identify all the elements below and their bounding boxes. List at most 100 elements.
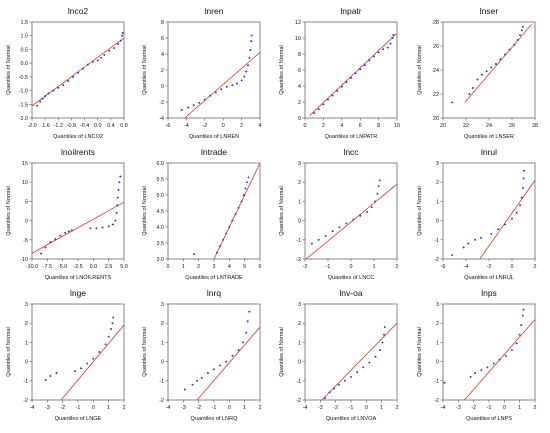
- data-point: [467, 242, 470, 245]
- y-tick-label: -1: [159, 379, 164, 385]
- y-tick-label: 5.0: [157, 193, 165, 199]
- x-tick-label: 2: [534, 264, 537, 270]
- x-tick-label: -1: [212, 405, 217, 411]
- y-tick-label: -1: [434, 238, 439, 244]
- data-point: [386, 46, 389, 49]
- data-point: [345, 222, 348, 225]
- x-tick-label: 2.5: [105, 264, 113, 270]
- data-point: [39, 100, 42, 103]
- data-point: [70, 229, 73, 232]
- plot-frame: [304, 21, 398, 119]
- y-tick-label: 28: [433, 20, 439, 26]
- x-tick-label: -4: [184, 123, 189, 129]
- y-tick-label: 10: [22, 180, 28, 186]
- x-tick-label: 5.0: [120, 264, 128, 270]
- data-point: [104, 343, 107, 346]
- y-tick-label: 15: [22, 161, 28, 167]
- plot-frame: [442, 162, 536, 260]
- data-point: [67, 230, 70, 233]
- panel-title: lnren: [205, 6, 224, 16]
- data-point: [313, 112, 316, 115]
- qq-panel-lnco2: lnco2 -2.0 -1.6 -1.2 -0.8 -0.4 0.0 0.4 0.8 -2.0 -1…: [6, 6, 128, 140]
- reference-line: [60, 324, 124, 400]
- data-point: [474, 238, 477, 241]
- data-point: [72, 75, 75, 78]
- data-point: [389, 42, 392, 45]
- y-axis-label: Quantiles of Normal: [417, 45, 423, 94]
- x-tick-label: 4: [340, 123, 343, 129]
- data-point: [376, 192, 379, 195]
- y-tick-label: 4: [298, 84, 301, 90]
- y-axis-label: Quantiles of Normal: [6, 186, 12, 235]
- data-point: [494, 63, 497, 65]
- y-tick-label: 0: [161, 84, 164, 90]
- y-axis-label: Quantiles of Normal: [142, 186, 148, 235]
- data-point: [383, 333, 385, 336]
- y-tick-label: 8: [161, 20, 164, 26]
- data-point: [191, 383, 194, 386]
- data-point: [54, 238, 57, 240]
- x-tick-label: 3: [213, 264, 216, 270]
- data-point: [377, 185, 380, 187]
- y-tick-label: -2: [434, 398, 439, 404]
- plot-frame: [442, 303, 536, 401]
- x-tick-label: 0.4: [107, 123, 115, 129]
- x-tick-label: 28: [532, 123, 538, 129]
- data-point: [247, 64, 249, 67]
- x-tick-label: -10.0: [26, 264, 38, 270]
- x-tick-label: -4: [303, 405, 308, 411]
- data-point: [110, 328, 112, 330]
- data-point: [62, 84, 65, 87]
- data-point: [521, 314, 524, 317]
- data-point: [250, 34, 253, 37]
- x-tick-label: -0.8: [67, 123, 76, 129]
- data-point: [327, 98, 329, 101]
- y-tick-label: 0: [25, 360, 28, 366]
- y-tick-label: 0.0: [21, 61, 29, 67]
- data-point: [236, 82, 238, 85]
- data-point: [237, 206, 240, 209]
- x-tick-label: -1.6: [40, 123, 49, 129]
- data-point: [480, 369, 483, 372]
- x-axis-label: Quantiles of LNRUL: [464, 275, 514, 281]
- x-tick-label: 2: [396, 405, 399, 411]
- data-point: [451, 254, 454, 257]
- x-tick-label: 10: [394, 123, 400, 129]
- x-tick-label: 6: [359, 123, 362, 129]
- data-point: [333, 387, 336, 390]
- data-point: [111, 322, 114, 325]
- data-point: [310, 242, 313, 245]
- data-point: [520, 196, 523, 199]
- y-tick-label: 8: [298, 52, 301, 58]
- data-point: [200, 376, 203, 379]
- x-axis-label: Quantiles of LNPATR: [325, 134, 378, 140]
- reference-line: [479, 180, 535, 259]
- qq-panel-lncc: lncc -2 -1 0 1 2 -2 -1 0 1 2 3 Quantiles of LNCC Quan…: [279, 147, 399, 281]
- data-point: [515, 211, 518, 214]
- x-tick-label: 22: [463, 123, 469, 129]
- reference-line: [464, 24, 532, 103]
- data-point: [44, 378, 47, 381]
- data-point: [504, 53, 507, 56]
- data-point: [86, 362, 89, 365]
- data-point: [220, 88, 223, 91]
- data-point: [117, 188, 120, 191]
- x-tick-label: -3: [456, 405, 461, 411]
- x-tick-label: 0: [228, 405, 231, 411]
- data-point: [485, 70, 488, 73]
- data-point: [187, 106, 190, 109]
- y-tick-label: -2: [23, 398, 28, 404]
- data-point: [107, 225, 110, 228]
- x-tick-label: -1: [487, 405, 492, 411]
- x-tick-label: -4: [441, 405, 446, 411]
- data-point: [381, 341, 384, 344]
- y-tick-label: 1: [161, 340, 164, 346]
- x-tick-label: -5.0: [58, 264, 67, 270]
- data-point: [213, 368, 215, 371]
- x-axis-label: Quantiles of LNPS: [466, 416, 512, 422]
- y-axis-label: Quantiles of Normal: [279, 45, 285, 94]
- y-tick-label: 2: [298, 321, 301, 327]
- data-point: [492, 362, 495, 365]
- data-point: [248, 57, 251, 59]
- x-tick-label: -1: [326, 264, 331, 270]
